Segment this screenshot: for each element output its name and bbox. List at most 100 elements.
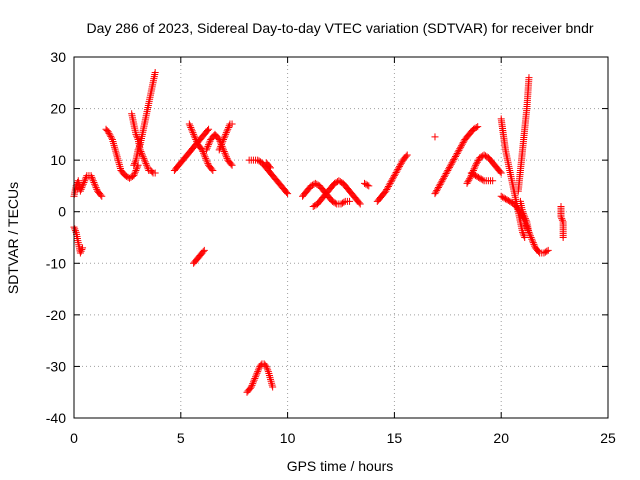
data-point-marker	[440, 174, 448, 182]
data-point-marker	[521, 215, 529, 223]
data-point-marker	[396, 161, 404, 169]
data-point-marker	[221, 149, 229, 157]
data-point-marker	[519, 228, 527, 236]
data-point-marker	[97, 191, 105, 199]
data-point-marker	[440, 173, 448, 181]
data-point-marker	[107, 132, 115, 140]
data-point-marker	[526, 230, 534, 238]
series-seg25	[516, 197, 533, 236]
data-point-marker	[76, 187, 84, 195]
data-point-marker	[263, 364, 271, 372]
data-point-marker	[431, 190, 439, 198]
data-point-marker	[360, 179, 368, 187]
data-point-marker	[477, 175, 485, 183]
data-point-marker	[265, 163, 273, 171]
x-tick-label: 5	[177, 430, 185, 446]
data-point-marker	[309, 203, 317, 211]
data-point-marker	[499, 193, 507, 201]
data-point-marker	[392, 169, 400, 177]
data-point-marker	[250, 376, 258, 384]
data-point-marker	[200, 149, 208, 157]
data-point-marker	[131, 158, 139, 166]
data-point-marker	[438, 177, 446, 185]
data-point-marker	[269, 383, 277, 391]
data-point-marker	[395, 164, 403, 172]
data-point-marker	[474, 123, 482, 131]
data-point-marker	[249, 380, 257, 388]
data-point-marker	[470, 171, 478, 179]
data-point-marker	[521, 213, 529, 221]
data-point-marker	[246, 384, 254, 392]
data-point-marker	[214, 134, 222, 142]
data-point-marker	[526, 232, 534, 240]
data-point-marker	[143, 163, 151, 171]
data-point-marker	[93, 185, 101, 193]
series-seg14	[299, 179, 354, 208]
data-point-marker	[126, 174, 134, 182]
data-point-marker	[387, 178, 395, 186]
data-point-marker	[328, 197, 336, 205]
data-point-marker	[504, 197, 512, 205]
data-point-marker	[201, 153, 209, 161]
y-tick-label: -10	[46, 255, 66, 271]
data-point-marker	[385, 181, 393, 189]
data-point-marker	[88, 173, 96, 181]
data-point-marker	[202, 156, 210, 164]
data-point-marker	[311, 179, 319, 187]
data-point-marker	[91, 180, 99, 188]
data-point-marker	[202, 146, 210, 154]
data-point-marker	[77, 247, 85, 255]
plot-frame	[73, 56, 609, 419]
data-point-marker	[200, 151, 208, 159]
data-point-marker	[519, 230, 527, 238]
series-seg21	[467, 169, 497, 185]
data-point-marker	[204, 142, 212, 150]
data-point-marker	[262, 362, 270, 370]
data-point-marker	[139, 153, 147, 161]
data-point-marker	[522, 216, 530, 224]
data-point-marker	[541, 248, 549, 256]
data-point-marker	[71, 225, 79, 233]
series-seg13	[243, 360, 277, 396]
y-tick-label: 10	[50, 152, 66, 168]
data-point-marker	[106, 131, 114, 139]
data-point-marker	[79, 180, 87, 188]
data-point-marker	[193, 139, 201, 147]
data-point-marker	[202, 154, 210, 162]
data-point-marker	[450, 156, 458, 164]
data-point-marker	[457, 142, 465, 150]
data-point-marker	[471, 163, 479, 171]
series-seg1	[70, 223, 87, 257]
data-point-marker	[346, 197, 354, 205]
data-point-marker	[446, 163, 454, 171]
data-point-marker	[489, 177, 497, 185]
data-point-marker	[446, 162, 454, 170]
data-point-marker	[363, 181, 371, 189]
series-seg5	[130, 68, 159, 169]
data-point-marker	[465, 176, 473, 184]
data-point-marker	[434, 185, 442, 193]
data-point-marker	[131, 168, 139, 176]
data-point-marker	[135, 144, 143, 152]
data-point-marker	[503, 196, 511, 204]
data-point-marker	[525, 228, 533, 236]
data-point-marker	[467, 169, 475, 177]
data-point-marker	[252, 371, 260, 379]
series-seg2	[70, 172, 106, 200]
series-seg26	[557, 203, 567, 241]
data-point-marker	[479, 176, 487, 184]
data-point-marker	[89, 175, 97, 183]
data-point-marker	[441, 171, 449, 179]
data-point-marker	[79, 244, 87, 252]
data-point-marker	[396, 162, 404, 170]
data-point-marker	[190, 132, 198, 140]
data-point-marker	[506, 197, 514, 205]
data-point-marker	[307, 182, 315, 190]
series-seg18	[431, 123, 482, 198]
data-point-marker	[228, 120, 236, 128]
data-point-marker	[436, 180, 444, 188]
data-point-marker	[220, 148, 228, 156]
data-point-marker	[520, 211, 528, 219]
